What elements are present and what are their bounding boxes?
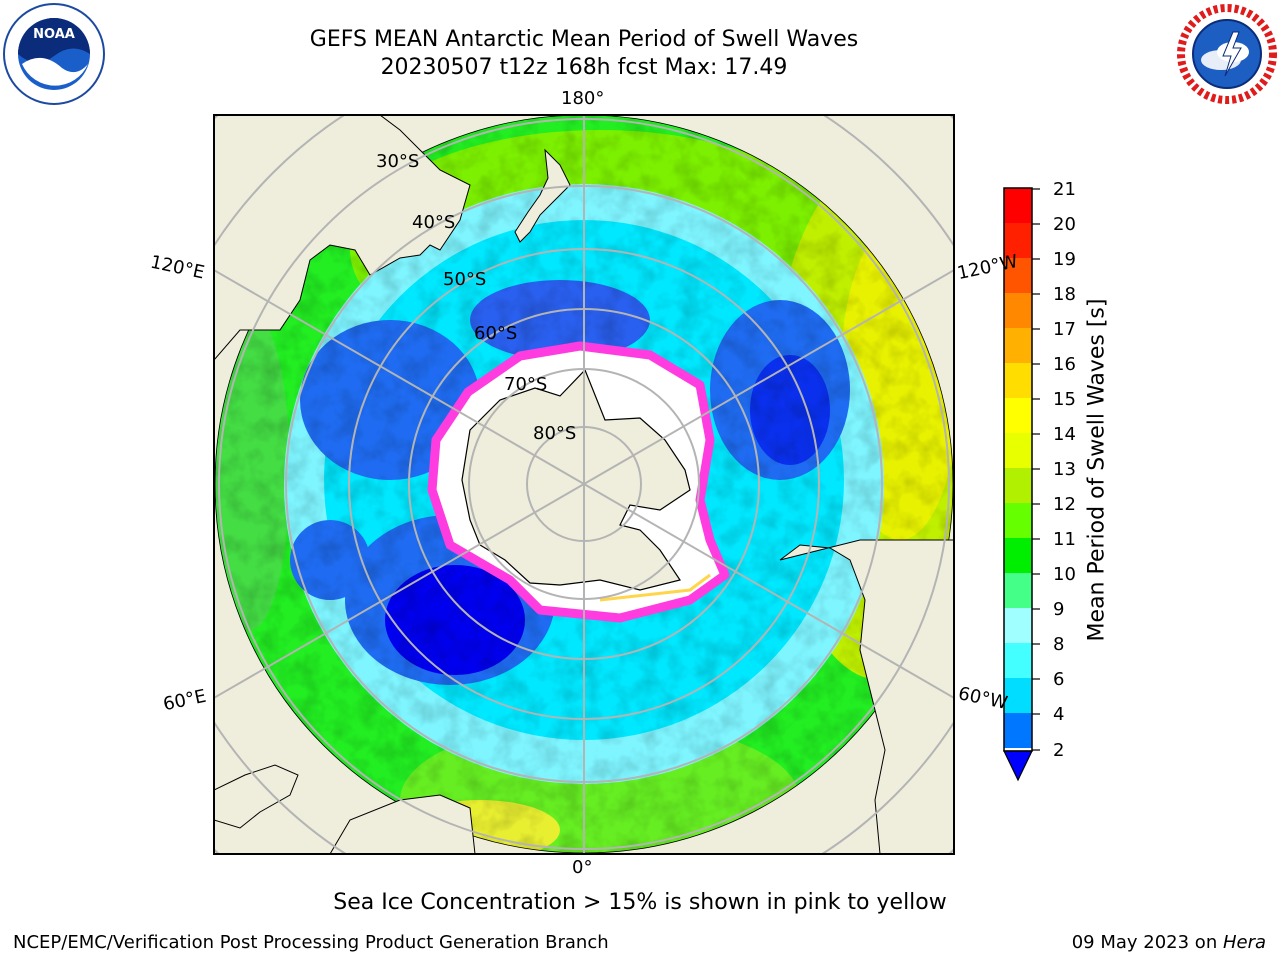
colorbar-label: Mean Period of Swell Waves [s]: [1084, 298, 1110, 642]
cbar-tick: 4: [1053, 704, 1065, 725]
cbar-extend-arrow: [1003, 750, 1033, 782]
cbar-seg-15-16: [1004, 363, 1032, 398]
chart-title: GEFS MEAN Antarctic Mean Period of Swell…: [309, 27, 859, 52]
cbar-tick: 17: [1053, 319, 1076, 340]
cbar-seg-17-18: [1004, 293, 1032, 328]
cbar-tick: 2: [1053, 740, 1065, 761]
cbar-tick: 10: [1053, 564, 1076, 585]
cbar-seg-20-21: [1004, 188, 1032, 223]
footer-date-text: 09 May 2023 on: [1071, 932, 1223, 953]
svg-text:NOAA: NOAA: [33, 27, 75, 42]
cbar-tick: 11: [1053, 529, 1076, 550]
cbar-tick: 18: [1053, 284, 1076, 305]
cbar-seg-4-6: [1004, 678, 1032, 713]
cbar-tick: 14: [1053, 424, 1076, 445]
cbar-seg-12-13: [1004, 468, 1032, 503]
lat-label-40s: 40°S: [412, 212, 456, 233]
cbar-seg-18-19: [1004, 258, 1032, 293]
footer-credit: NCEP/EMC/Verification Post Processing Pr…: [13, 932, 609, 953]
cbar-seg-16-17: [1004, 328, 1032, 363]
sea-ice-note: Sea Ice Concentration > 15% is shown in …: [333, 890, 947, 915]
cbar-tick: 21: [1053, 179, 1076, 200]
cbar-seg-14-15: [1004, 398, 1032, 433]
cbar-tick: 19: [1053, 249, 1076, 270]
cbar-tick: 9: [1053, 599, 1065, 620]
cbar-tick: 12: [1053, 494, 1076, 515]
chart-subtitle: 20230507 t12z 168h fcst Max: 17.49: [380, 55, 788, 80]
cbar-seg-2-4: [1004, 713, 1032, 748]
cbar-tick: 15: [1053, 389, 1076, 410]
colorbar: [1003, 187, 1040, 782]
cbar-seg-13-14: [1004, 433, 1032, 468]
lat-label-80s: 80°S: [533, 423, 577, 444]
cbar-seg-8-9: [1004, 608, 1032, 643]
cbar-tick: 16: [1053, 354, 1076, 375]
cbar-tick: 6: [1053, 669, 1065, 690]
noaa-logo: NOAA: [3, 3, 105, 105]
lat-label-60s: 60°S: [474, 323, 518, 344]
cbar-seg-10-11: [1004, 538, 1032, 573]
australia-land: [214, 115, 471, 361]
map-frame: [213, 114, 955, 855]
cbar-seg-11-12: [1004, 503, 1032, 538]
cbar-tick: 20: [1053, 214, 1076, 235]
lat-label-70s: 70°S: [504, 374, 548, 395]
lon-label-180: 180°: [561, 88, 605, 109]
lon-label-0: 0°: [572, 857, 593, 878]
footer-date: 09 May 2023 on Hera: [1072, 932, 1266, 953]
lat-label-50s: 50°S: [443, 269, 487, 290]
madagascar-land: [214, 764, 299, 829]
cbar-tick: 8: [1053, 634, 1065, 655]
new-zealand-land: [514, 148, 571, 243]
nws-logo: [1177, 4, 1277, 104]
footer-machine: Hera: [1222, 932, 1266, 953]
cbar-seg-19-20: [1004, 223, 1032, 258]
south-america-land: [779, 539, 954, 854]
cbar-tick: 13: [1053, 459, 1076, 480]
cbar-seg-6-8: [1004, 643, 1032, 678]
lat-label-30s: 30°S: [376, 151, 420, 172]
graticule: [214, 115, 954, 854]
cbar-seg-9-10: [1004, 573, 1032, 608]
africa-land: [329, 794, 476, 854]
